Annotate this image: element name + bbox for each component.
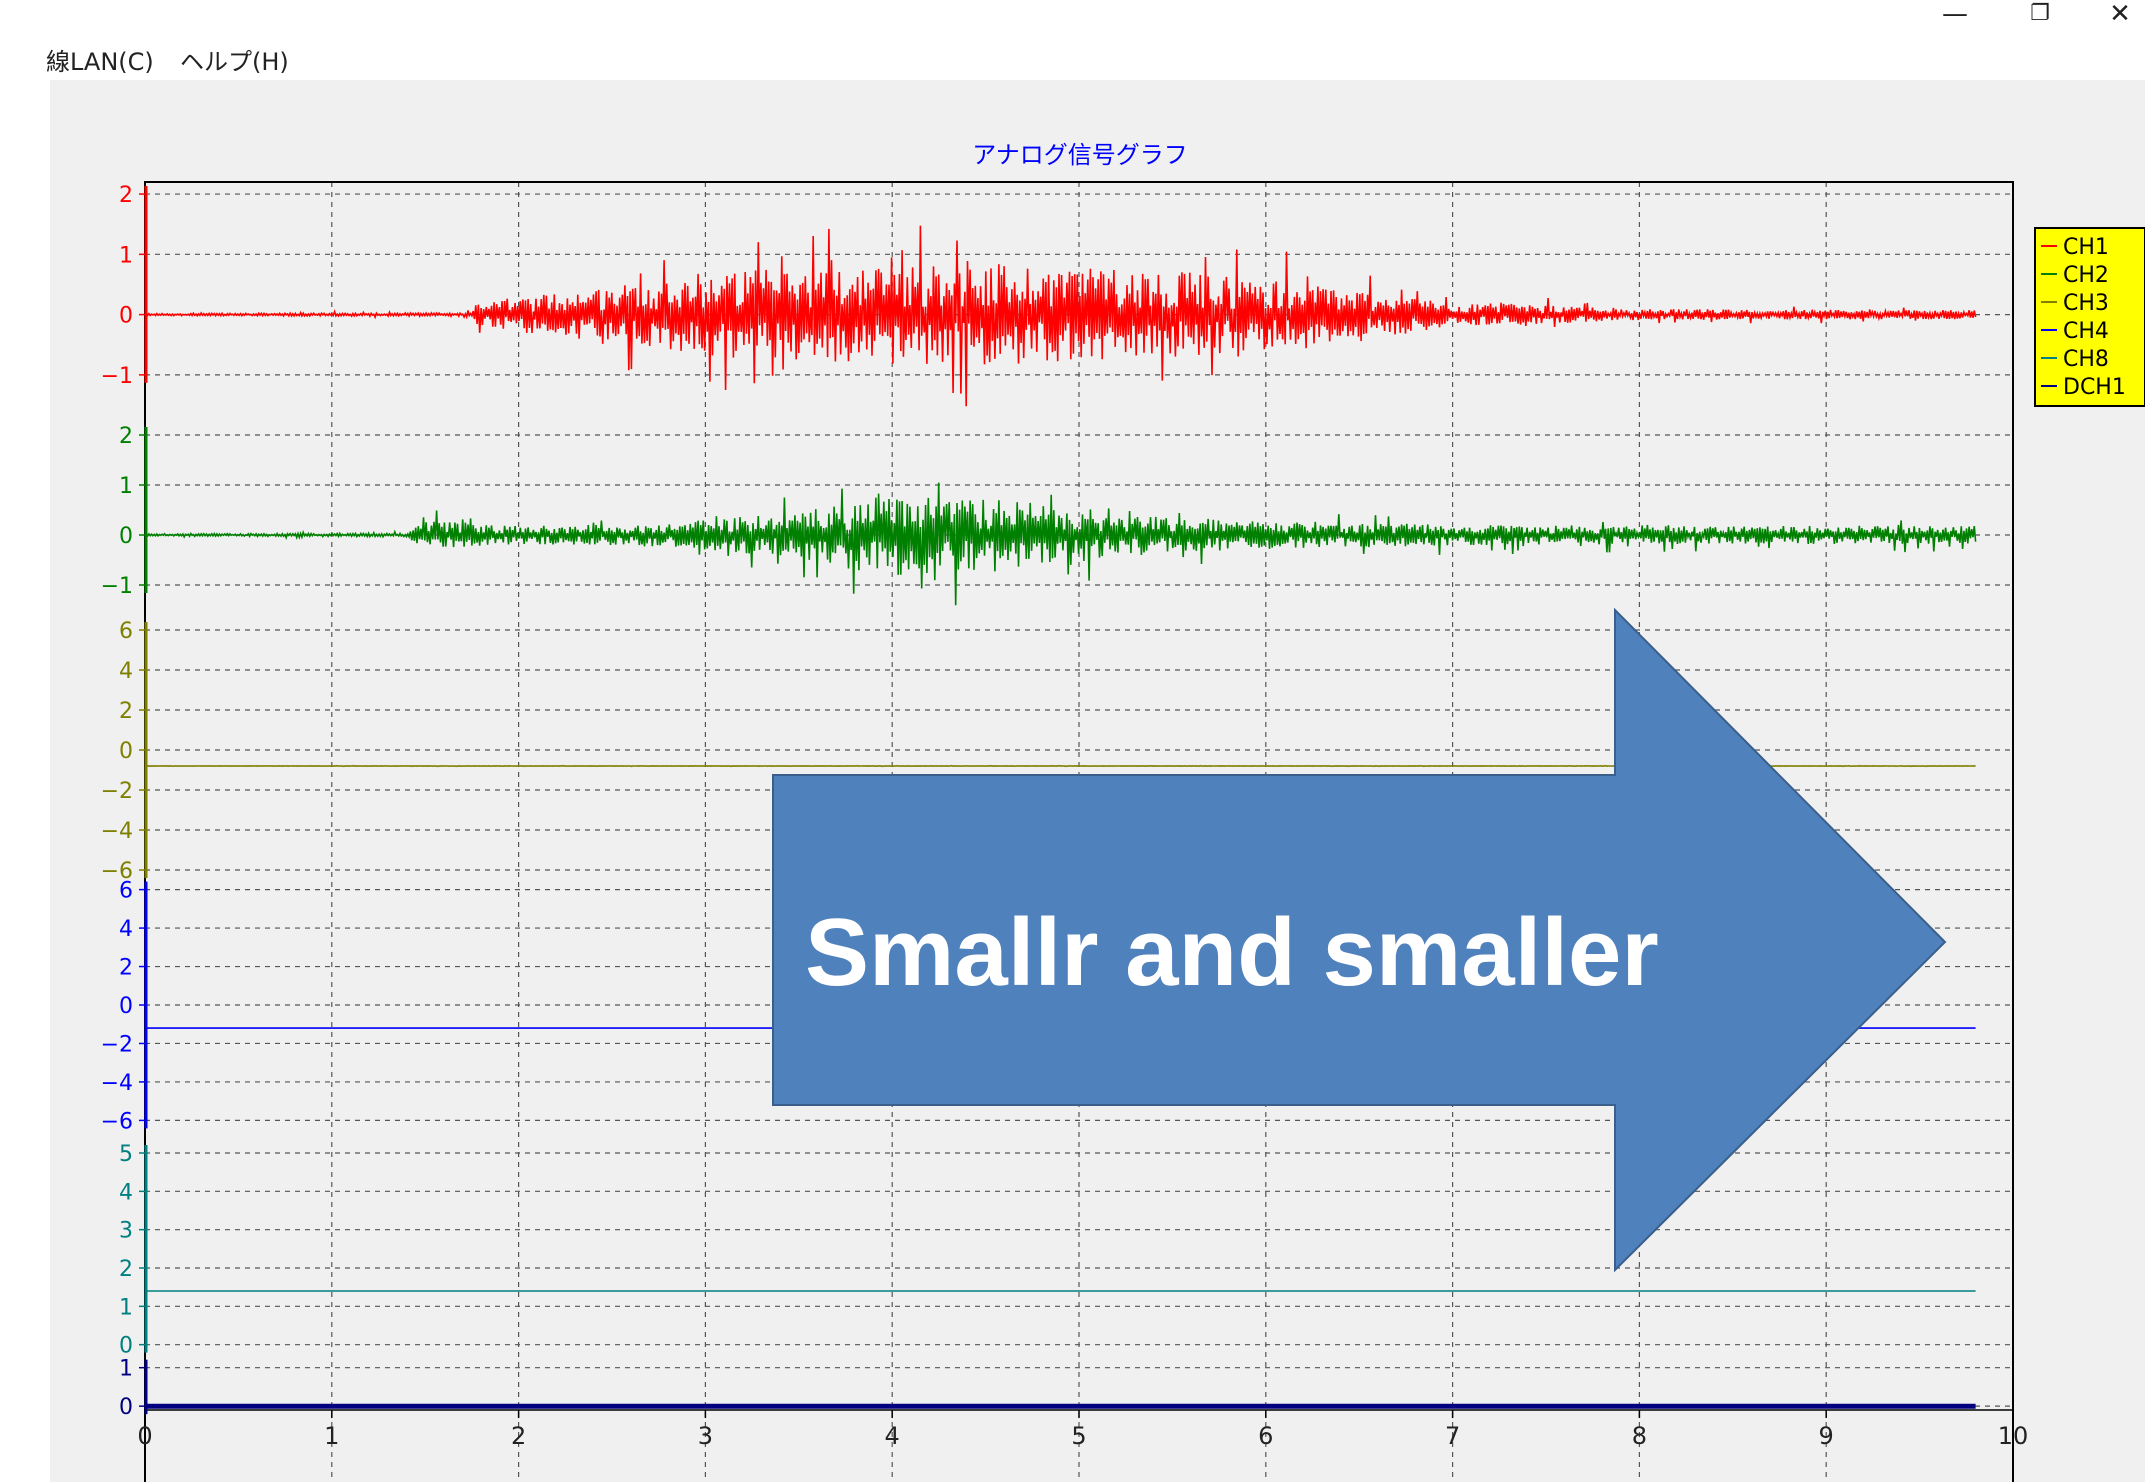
x-tick-label: 10: [1998, 1422, 2029, 1450]
y-tick-label: −1: [101, 364, 133, 389]
x-tick-label: 0: [137, 1422, 152, 1450]
legend-label-ch4: CH4: [2063, 319, 2109, 344]
x-tick-label: 8: [1632, 1422, 1647, 1450]
series-ch2-line: [144, 482, 1977, 606]
y-tick-label: 2: [119, 424, 133, 449]
menu-bar: 線LAN(C) ヘルプ(H): [0, 40, 2145, 78]
axis-layer: 0 1 2 3 4 5 6 7 8 9 10210−1210−16420−2−4−66420−2−4…: [101, 183, 2029, 1450]
x-tick-label: 5: [1071, 1422, 1086, 1450]
chart-panel: 0 1 2 3 4 5 6 7 8 9 10 2 1 0 −1 2 1 0 −1 6 4 2 0 −2 −4 −6 6 4 2 0 −2 −4…: [50, 80, 2145, 1482]
y-tick-label: 1: [119, 1357, 133, 1382]
legend-label-dch1: DCH1: [2063, 375, 2126, 400]
x-tick-label: 4: [885, 1422, 900, 1450]
y-tick-label: 1: [119, 243, 133, 268]
legend-label-ch2: CH2: [2063, 263, 2109, 288]
y-tick-label: 3: [119, 1219, 133, 1244]
y-tick-label: 2: [119, 699, 133, 724]
y-tick-label: 0: [119, 739, 133, 764]
y-tick-label: 4: [119, 917, 133, 942]
y-tick-label: 0: [119, 994, 133, 1019]
series-ch1-line: [144, 225, 1977, 407]
y-tick-label: −4: [101, 819, 133, 844]
legend-label-ch8: CH8: [2063, 347, 2109, 372]
y-tick-label: 5: [119, 1142, 133, 1167]
y-tick-label: 6: [119, 619, 133, 644]
legend-label-ch3: CH3: [2063, 291, 2109, 316]
y-tick-label: 0: [119, 1395, 133, 1420]
arrow-text: Smallr and smaller: [805, 899, 1659, 1006]
y-tick-label: 4: [119, 1180, 133, 1205]
y-tick-label: −1: [101, 574, 133, 599]
y-tick-label: 2: [119, 956, 133, 981]
close-icon[interactable]: ✕: [2109, 0, 2131, 29]
y-tick-label: −6: [101, 859, 133, 884]
analog-signal-chart: 0 1 2 3 4 5 6 7 8 9 10210−1210−16420−2−4−66420−2−4…: [50, 80, 2145, 1482]
menu-item-help[interactable]: ヘルプ(H): [180, 48, 289, 76]
y-tick-label: 1: [119, 474, 133, 499]
legend: CH1 CH2 CH3 CH4 CH8 DCH1: [2034, 227, 2145, 407]
x-tick-label: 1: [324, 1422, 339, 1450]
menu-item-wireless-lan[interactable]: 線LAN(C): [46, 48, 154, 76]
y-tick-label: 2: [119, 183, 133, 208]
x-tick-label: 2: [511, 1422, 526, 1450]
y-tick-label: 0: [119, 1334, 133, 1359]
legend-box: [2034, 227, 2145, 407]
y-tick-label: 0: [119, 304, 133, 329]
y-tick-label: −4: [101, 1071, 133, 1096]
arrow-callout: Smallr and smaller: [772, 607, 1947, 1273]
title-bar: — ❐ ✕: [0, 0, 2145, 40]
y-tick-label: −2: [101, 1032, 133, 1057]
y-tick-label: 1: [119, 1295, 133, 1320]
x-tick-label: 3: [698, 1422, 713, 1450]
y-tick-label: 2: [119, 1257, 133, 1282]
arrow-shape: [772, 607, 1947, 1273]
chart-title: アナログ信号グラフ: [972, 141, 1188, 169]
x-tick-label: 6: [1258, 1422, 1273, 1450]
y-tick-label: −2: [101, 779, 133, 804]
restore-icon[interactable]: ❐: [2030, 1, 2050, 26]
x-tick-label: 9: [1819, 1422, 1834, 1450]
y-tick-label: −6: [101, 1109, 133, 1134]
legend-label-ch1: CH1: [2063, 235, 2109, 260]
y-tick-label: 0: [119, 524, 133, 549]
y-tick-label: 4: [119, 659, 133, 684]
y-tick-label: 6: [119, 879, 133, 904]
x-tick-label: 7: [1445, 1422, 1460, 1450]
minimize-icon[interactable]: —: [1942, 0, 1968, 29]
